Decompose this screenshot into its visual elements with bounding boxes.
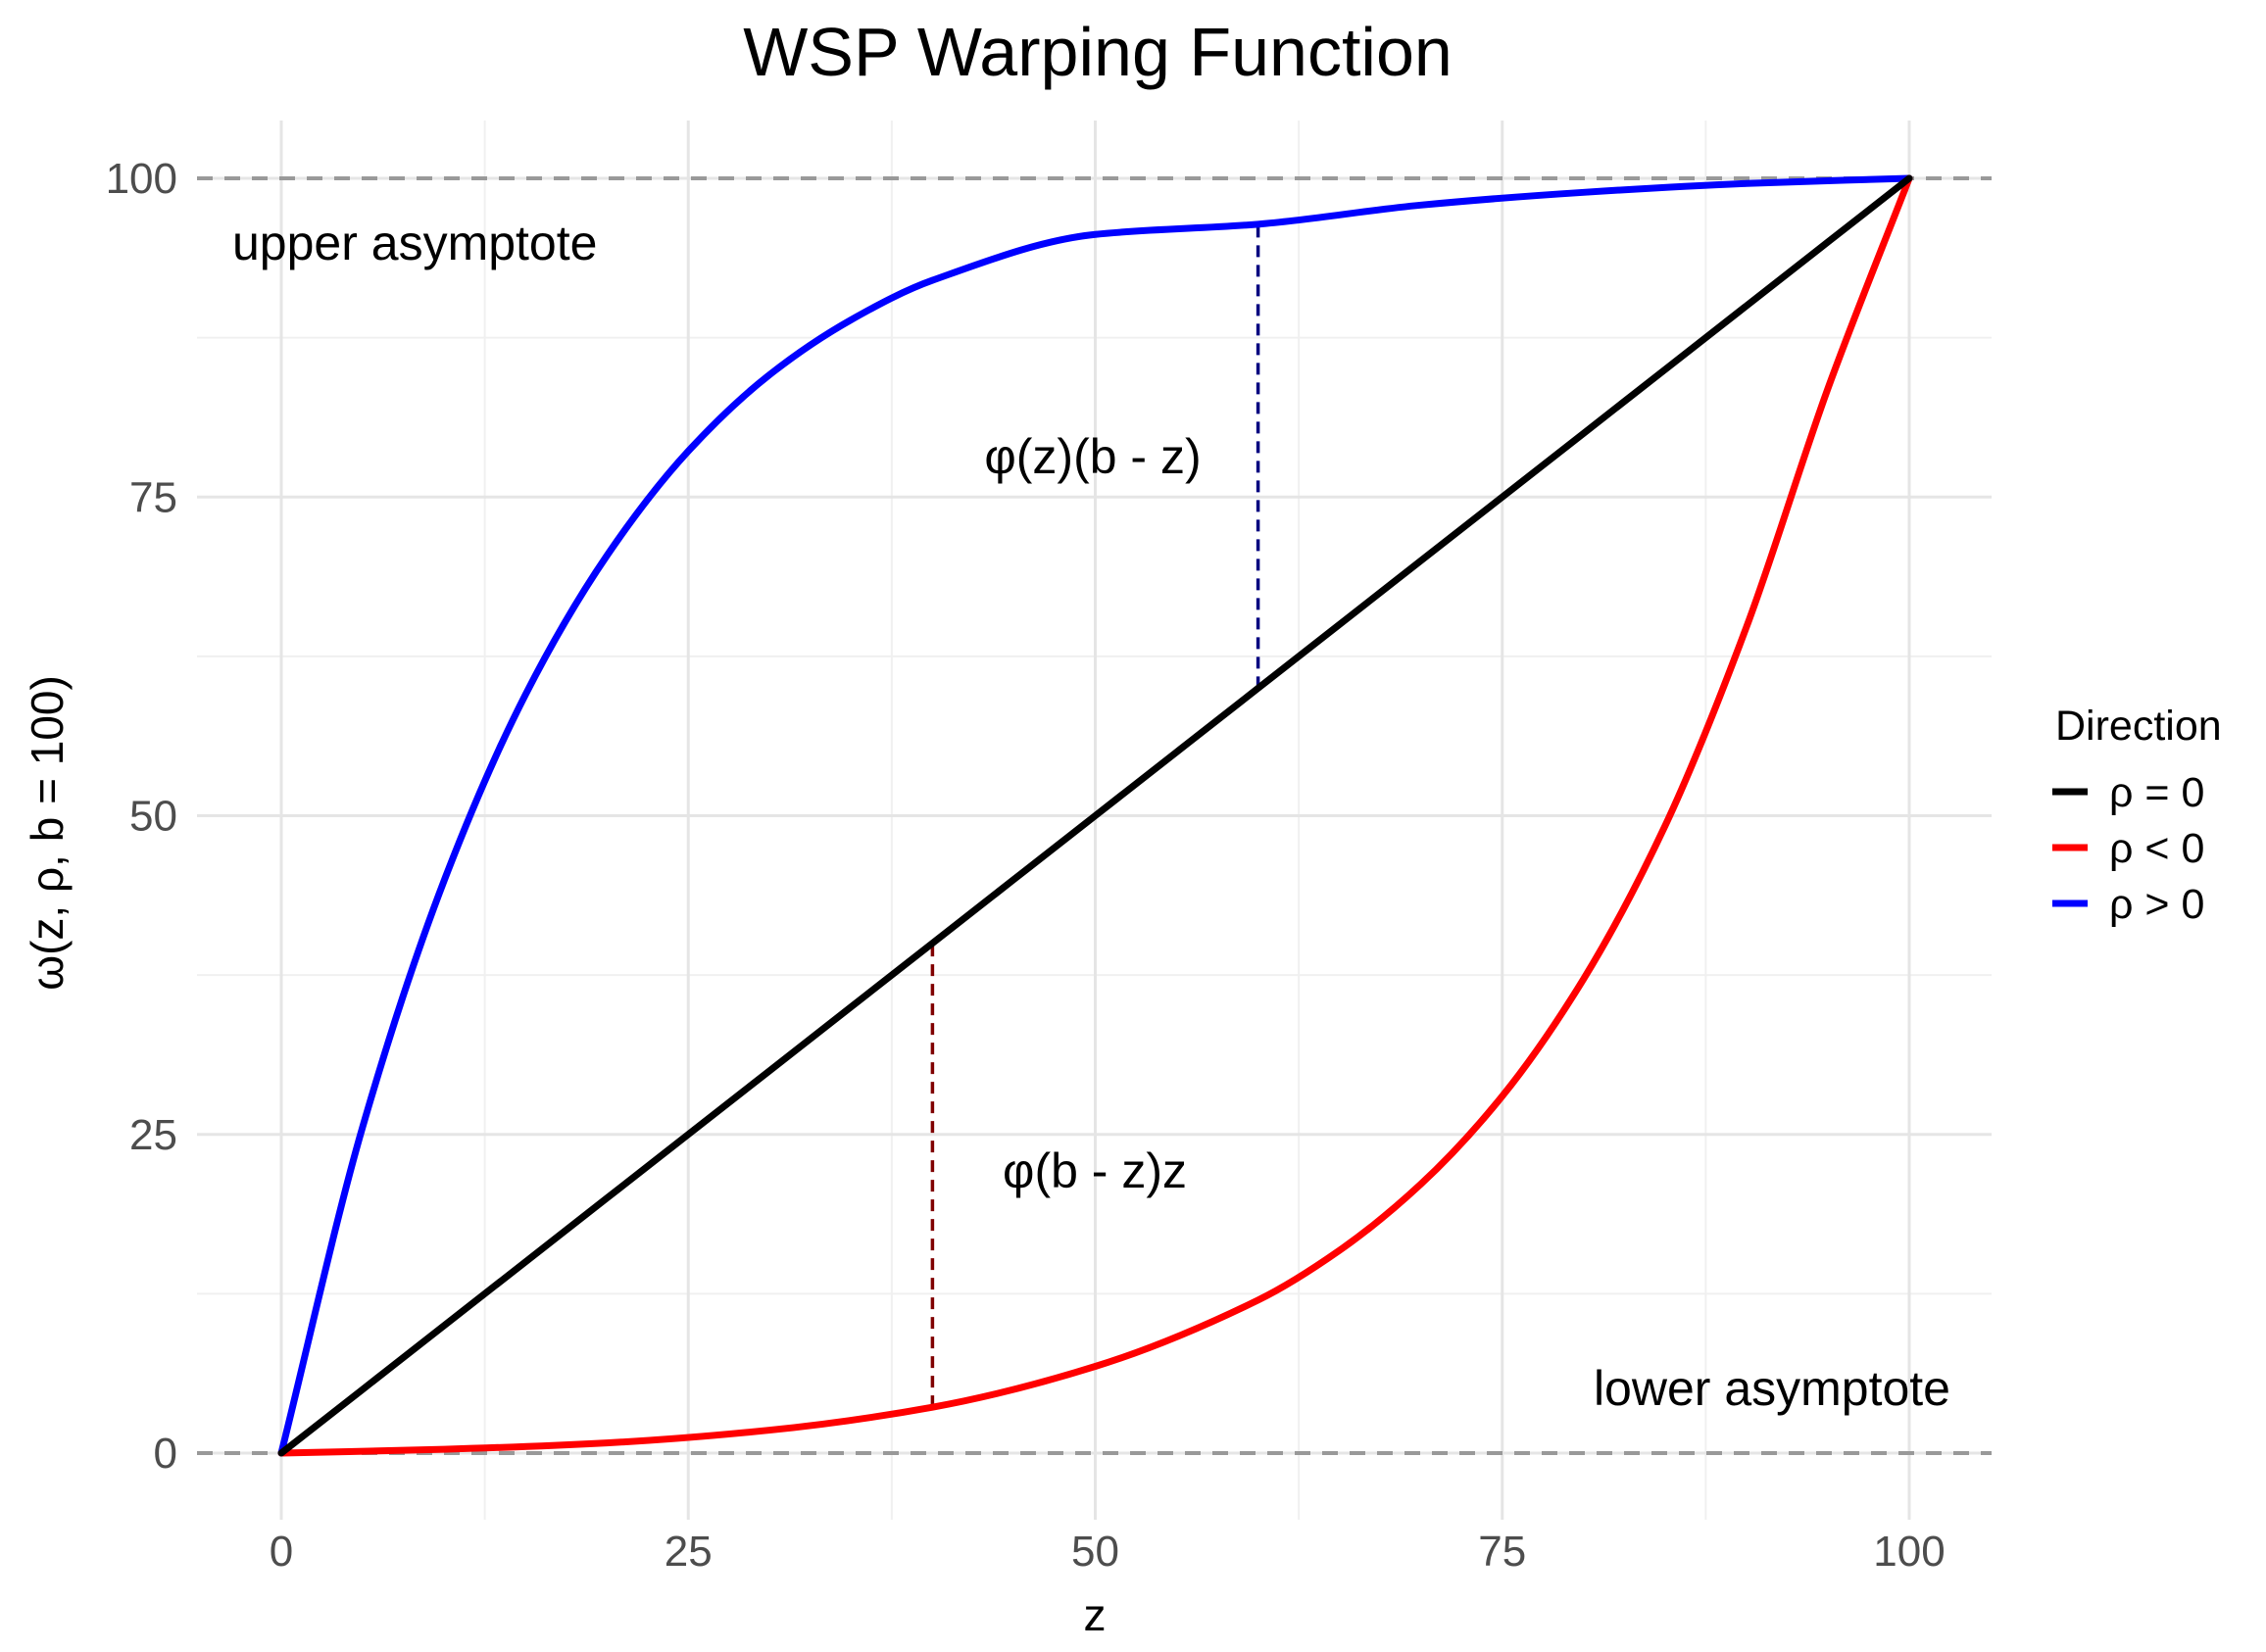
x-tick-label: 25	[665, 1528, 713, 1576]
grid	[197, 121, 1992, 1520]
series-line-0	[277, 174, 1913, 1457]
series-line-2	[277, 174, 1913, 1457]
legend-label: ρ = 0	[2109, 769, 2204, 816]
phi-lower-label: φ(b - z)z	[1003, 1143, 1187, 1198]
legend: Direction ρ = 0 ρ < 0 ρ > 0	[2052, 703, 2222, 928]
x-axis-label: z	[1084, 1589, 1107, 1640]
y-axis-label: ω(z, ρ, b = 100)	[22, 675, 73, 991]
y-axis-ticks: 0 25 50 75 100	[106, 155, 177, 1478]
y-tick-label: 50	[129, 793, 177, 841]
y-tick-label: 75	[129, 473, 177, 521]
series-lines	[277, 174, 1913, 1457]
legend-label: ρ < 0	[2109, 825, 2204, 872]
legend-label: ρ > 0	[2109, 881, 2204, 928]
series-line-1	[277, 174, 1913, 1457]
y-tick-label: 0	[154, 1430, 177, 1478]
x-tick-label: 50	[1071, 1528, 1119, 1576]
legend-title: Direction	[2055, 703, 2222, 750]
phi-upper-label: φ(z)(b - z)	[984, 429, 1201, 484]
x-tick-label: 100	[1873, 1528, 1945, 1576]
upper-asymptote-label: upper asymptote	[232, 216, 597, 270]
x-tick-label: 75	[1478, 1528, 1526, 1576]
legend-items: ρ = 0 ρ < 0 ρ > 0	[2052, 769, 2204, 928]
x-tick-label: 0	[270, 1528, 293, 1576]
y-tick-label: 100	[106, 155, 177, 203]
chart-title: WSP Warping Function	[743, 14, 1453, 90]
y-tick-label: 25	[129, 1111, 177, 1159]
x-axis-ticks: 0 25 50 75 100	[270, 1528, 1946, 1576]
reference-lines	[197, 176, 1992, 1455]
lower-asymptote-label: lower asymptote	[1594, 1361, 1950, 1416]
